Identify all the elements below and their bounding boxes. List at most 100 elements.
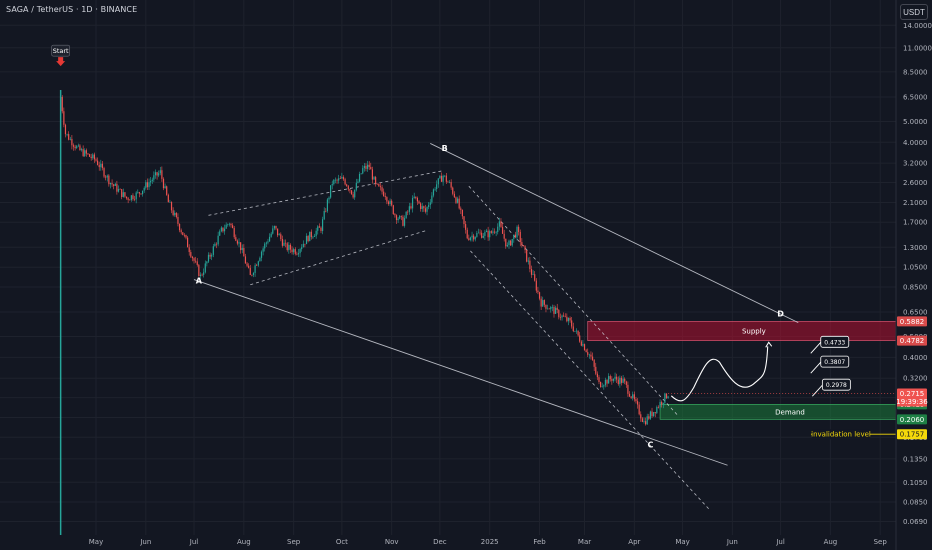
candle: [203, 268, 205, 278]
candle: [170, 201, 173, 214]
candle-body: [595, 366, 597, 374]
candle: [546, 304, 549, 310]
candle: [518, 224, 520, 236]
candle: [583, 343, 586, 351]
candle-body: [272, 228, 274, 234]
candle-body: [598, 377, 600, 383]
candle-body: [542, 300, 544, 307]
candle: [240, 242, 242, 254]
candle: [651, 407, 653, 418]
candle: [79, 144, 81, 151]
candle: [363, 162, 365, 172]
candle-body: [574, 330, 576, 332]
candle-body: [580, 341, 582, 346]
candle: [153, 171, 155, 183]
candle-body: [90, 156, 92, 159]
candle: [285, 239, 287, 248]
candle-body: [383, 191, 385, 197]
candle-body: [201, 274, 203, 276]
wave-label-a: A: [196, 277, 203, 286]
candle: [344, 177, 346, 186]
start-marker[interactable]: Start: [51, 44, 70, 67]
candle: [571, 316, 573, 329]
candle: [106, 174, 108, 182]
candle: [233, 225, 235, 240]
candle-body: [500, 221, 502, 227]
candle-body: [416, 197, 418, 202]
x-tick-label: Dec: [433, 538, 447, 546]
candle: [479, 229, 481, 236]
candle-body: [121, 189, 123, 197]
candle-body: [185, 235, 187, 238]
falling-channel-bottom[interactable]: [470, 250, 711, 511]
x-tick-label: Nov: [385, 538, 399, 546]
y-tick-label: 0.1350: [903, 455, 928, 463]
candle: [370, 162, 372, 170]
candle-body: [162, 178, 165, 189]
candle-body: [222, 227, 224, 232]
lower-channel-line[interactable]: [193, 279, 728, 466]
candle-body: [199, 274, 202, 277]
candle: [407, 210, 409, 216]
candle: [662, 402, 664, 409]
candle-body: [636, 401, 639, 405]
symbol-title[interactable]: SAGA / TetherUS · 1D · BINANCE: [6, 5, 138, 14]
candle: [601, 382, 603, 388]
candle: [349, 188, 351, 194]
wave-label-c: C: [647, 441, 653, 450]
candle: [477, 228, 480, 234]
candle: [190, 249, 192, 259]
target-price-label: 0.3807: [824, 359, 845, 366]
target-callout[interactable]: 0.4733: [810, 335, 850, 354]
x-tick-label: Jun: [726, 538, 738, 546]
candle: [254, 263, 256, 277]
candle-body: [363, 165, 365, 169]
candle-body: [313, 235, 316, 237]
invalidation-label: invalidation level: [811, 431, 871, 439]
target-callout[interactable]: 0.3807: [810, 355, 850, 374]
candle: [133, 195, 136, 202]
candle-body: [421, 206, 423, 209]
x-tick-label: 2025: [481, 538, 499, 546]
candle: [556, 303, 558, 314]
upper-channel-line[interactable]: [430, 143, 799, 324]
candle-body: [571, 320, 573, 327]
price-axis[interactable]: 14.0000 11.0000 8.5000 6.5000 5.0000 4.0000 3.…: [895, 0, 932, 550]
candle: [191, 255, 194, 262]
candle: [119, 188, 121, 190]
candle: [579, 331, 581, 343]
candle-body: [415, 196, 417, 198]
candle-body: [436, 184, 438, 189]
supply-zone[interactable]: Supply: [587, 321, 897, 341]
candle: [484, 229, 486, 240]
candle: [595, 362, 597, 376]
target-callout[interactable]: 0.2978: [812, 378, 851, 397]
demand-zone[interactable]: Demand: [659, 404, 897, 420]
candle: [468, 234, 470, 241]
falling-channel-top[interactable]: [468, 185, 679, 416]
rising-channel-bottom[interactable]: [250, 229, 428, 286]
currency-badge[interactable]: USDT: [900, 4, 928, 20]
candle-body: [418, 201, 420, 204]
rising-channel-top[interactable]: [208, 170, 444, 216]
candle-body: [63, 111, 65, 125]
invalidation-level[interactable]: invalidation level: [811, 429, 896, 440]
candle-body: [167, 194, 169, 203]
candle: [548, 307, 550, 310]
candle: [415, 196, 417, 200]
candle: [641, 417, 643, 423]
candle: [333, 178, 335, 186]
candle-body: [569, 318, 571, 321]
time-axis[interactable]: May Jun Jul Aug Sep Oct Nov Dec 2025 Feb Mar Apr May…: [89, 538, 888, 546]
candle: [426, 206, 428, 216]
candle: [436, 180, 438, 193]
candle-body: [235, 237, 237, 241]
candle: [482, 233, 484, 239]
x-tick-label: May: [89, 538, 103, 546]
candle-body: [114, 183, 116, 186]
candle: [514, 231, 517, 239]
candle-body: [664, 393, 666, 403]
candle: [622, 374, 624, 384]
candle-body: [444, 175, 446, 177]
